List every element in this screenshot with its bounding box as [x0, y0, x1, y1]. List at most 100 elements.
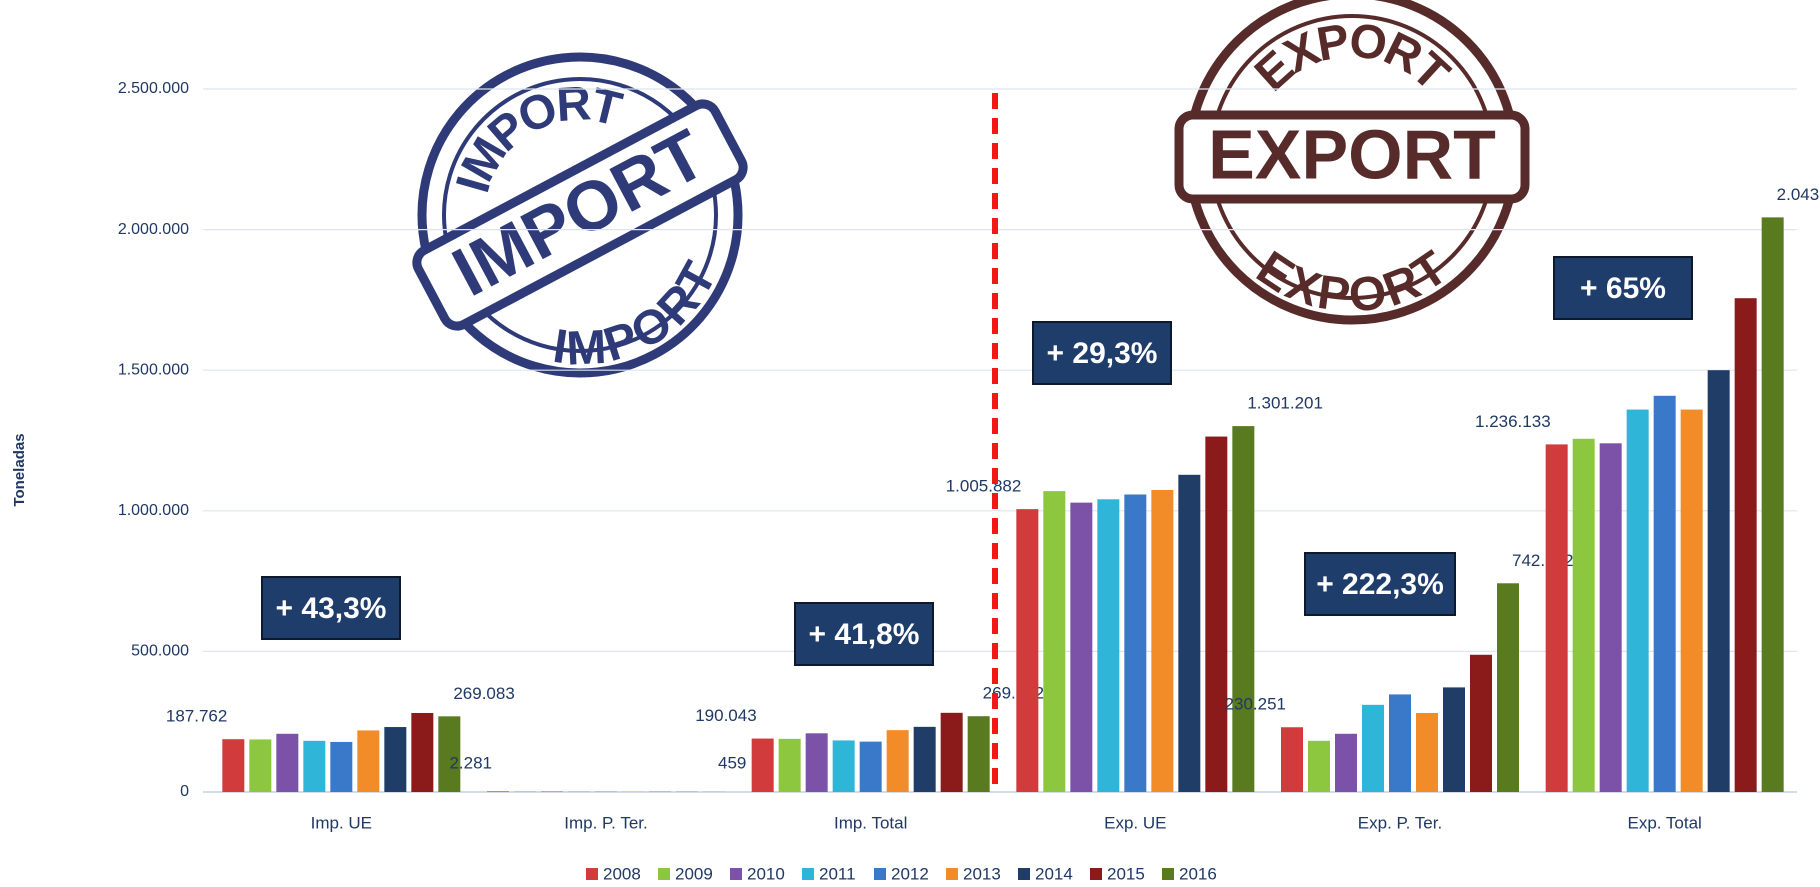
value-label: 459	[718, 753, 746, 772]
value-label: 269.083	[453, 684, 514, 703]
value-label: 2.281	[449, 753, 492, 772]
bar	[1680, 409, 1703, 792]
bar	[1097, 499, 1120, 792]
stamp-text: EXPORT	[1208, 115, 1496, 193]
y-axis-label: Toneladas	[11, 433, 28, 506]
bar	[1734, 298, 1757, 792]
bar	[1335, 733, 1357, 792]
bar	[805, 733, 828, 792]
bar	[1416, 712, 1438, 792]
annotation: + 41,8%	[809, 618, 920, 651]
legend-swatch	[586, 868, 598, 880]
bar	[1707, 370, 1730, 792]
bar	[1043, 491, 1066, 792]
y-tick-label: 1.000.000	[118, 502, 189, 519]
legend-swatch	[1090, 868, 1102, 880]
bar	[438, 716, 461, 792]
value-label: 1.301.201	[1247, 394, 1323, 413]
stamp-banner	[1174, 110, 1530, 204]
bar	[514, 791, 536, 792]
value-label: 230.251	[1225, 695, 1286, 714]
legend-swatch	[658, 868, 670, 880]
bar	[1599, 443, 1622, 792]
bar	[1178, 474, 1201, 792]
bar	[1470, 654, 1492, 792]
value-label: 1.236.133	[1475, 412, 1551, 431]
annotation-box	[794, 602, 934, 666]
annotation: + 222,3%	[1316, 568, 1444, 601]
bar	[1497, 583, 1519, 792]
x-tick-label: Imp. UE	[311, 813, 372, 832]
legend-swatch	[802, 868, 814, 880]
annotation-box	[261, 576, 401, 640]
annotation-box	[1553, 256, 1693, 320]
annotation: + 43,3%	[276, 592, 387, 625]
legend-label: 2014	[1035, 864, 1073, 883]
bar	[1389, 694, 1411, 792]
bar	[384, 727, 407, 792]
legend-swatch	[874, 868, 886, 880]
legend-label: 2012	[891, 864, 929, 883]
stamp-text: EXPORT	[1245, 13, 1459, 101]
bar	[1308, 740, 1330, 792]
legend-swatch	[1162, 868, 1174, 880]
value-label: 187.762	[166, 707, 227, 726]
bar	[1151, 489, 1174, 792]
x-tick-label: Exp. Total	[1627, 813, 1701, 832]
value-label: 190.043	[695, 706, 756, 725]
y-tick-label: 1.500.000	[118, 361, 189, 378]
legend-swatch	[1018, 868, 1030, 880]
bar	[751, 738, 774, 792]
bar	[276, 733, 299, 792]
bar	[411, 712, 434, 792]
bar	[967, 716, 990, 792]
stamp-banner	[412, 99, 748, 331]
annotation-box	[1032, 321, 1172, 385]
stamp: EXPORT EXPORT EXPORT	[1174, 0, 1530, 325]
bar	[1443, 687, 1465, 792]
legend-label: 2010	[747, 864, 785, 883]
value-label: 1.005.882	[946, 477, 1022, 496]
annotation-box	[1304, 552, 1456, 616]
bar	[249, 739, 272, 792]
bar	[1281, 727, 1303, 792]
bar	[1362, 704, 1384, 792]
bar	[1016, 509, 1039, 792]
bar	[1124, 494, 1147, 792]
legend-swatch	[730, 868, 742, 880]
y-tick-label: 0	[180, 783, 189, 800]
stamp-text: EXPORT	[1245, 13, 1459, 101]
legend-label: 2011	[819, 864, 856, 883]
bar	[913, 726, 936, 792]
bar	[222, 739, 245, 792]
bar	[1761, 217, 1784, 793]
bar	[886, 730, 909, 792]
bar	[778, 738, 801, 792]
legend-label: 2009	[675, 864, 713, 883]
legend-swatch	[946, 868, 958, 880]
x-tick-label: Exp. UE	[1104, 813, 1166, 832]
bar	[487, 791, 509, 792]
y-tick-label: 2.000.000	[118, 221, 189, 238]
bar	[330, 741, 353, 792]
annotation: + 65%	[1580, 272, 1666, 305]
legend-label: 2016	[1179, 864, 1217, 883]
bar	[303, 740, 326, 792]
bar	[1653, 395, 1676, 792]
y-tick-label: 2.500.000	[118, 80, 189, 97]
bar	[859, 741, 882, 792]
value-label: 2.043.463	[1777, 185, 1820, 204]
bar	[940, 712, 963, 792]
bar	[1070, 502, 1093, 792]
annotation: + 29,3%	[1047, 337, 1158, 370]
x-tick-label: Imp. Total	[834, 813, 907, 832]
bar	[1626, 409, 1649, 792]
x-tick-label: Imp. P. Ter.	[564, 813, 647, 832]
legend-label: 2008	[603, 864, 641, 883]
bar	[832, 740, 855, 792]
bar	[1232, 426, 1255, 792]
legend-label: 2013	[963, 864, 1001, 883]
legend-label: 2015	[1107, 864, 1145, 883]
